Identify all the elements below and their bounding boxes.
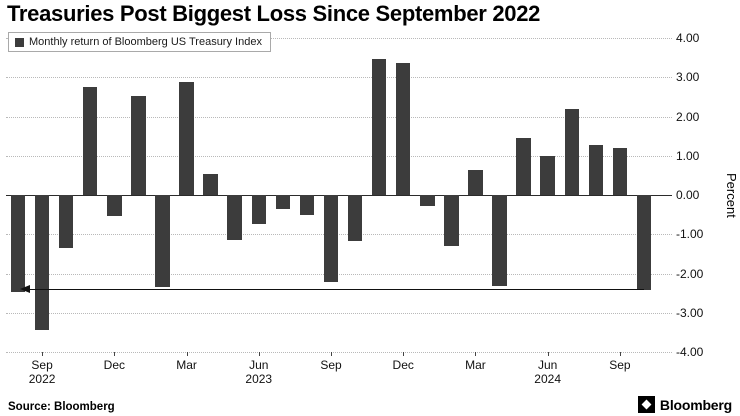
- x-year-label: 2024: [534, 372, 562, 386]
- x-tick-mark: [186, 352, 188, 356]
- x-year-label: 2023: [245, 372, 273, 386]
- gridline: [6, 234, 672, 236]
- plot-area: [6, 38, 672, 356]
- x-tick-mark: [114, 352, 116, 356]
- bar: [420, 195, 435, 206]
- gridline: [6, 352, 672, 353]
- x-tick-mark: [258, 352, 260, 356]
- chart-title: Treasuries Post Biggest Loss Since Septe…: [7, 1, 541, 26]
- y-tick-label: 1.00: [676, 148, 700, 163]
- x-tick-label: Dec: [392, 358, 414, 372]
- y-axis-title: Percent: [724, 172, 739, 218]
- y-tick-label: -2.00: [676, 266, 704, 281]
- trend-arrow-head-icon: [20, 284, 31, 293]
- x-year-label: 2022: [28, 372, 56, 386]
- y-axis: 4.00 3.00 2.00 1.00 0.00 -1.00 -2.00 -3.00 -4.00: [676, 31, 722, 359]
- y-tick-label: -1.00: [676, 227, 704, 242]
- gridline: [6, 273, 672, 275]
- bar: [371, 58, 387, 195]
- x-tick-label: Sep: [320, 358, 342, 372]
- bar: [347, 195, 363, 242]
- bar: [203, 173, 218, 195]
- bar: [540, 155, 555, 195]
- bar: [299, 195, 315, 216]
- bar: [10, 195, 26, 293]
- bar: [251, 195, 266, 225]
- bloomberg-diamond-icon: [641, 399, 652, 410]
- bar: [83, 87, 98, 195]
- zero-line: [6, 195, 672, 196]
- bar: [612, 147, 628, 195]
- x-tick-mark: [619, 352, 621, 356]
- bar: [468, 169, 483, 195]
- y-tick-label: 4.00: [676, 31, 700, 45]
- bar: [396, 62, 411, 195]
- y-tick-label: -3.00: [676, 305, 704, 320]
- gridline: [6, 77, 672, 79]
- y-tick-label: -4.00: [676, 345, 704, 359]
- bloomberg-logo: Bloomberg: [637, 396, 732, 413]
- gridline: [6, 312, 672, 314]
- x-tick-label: Sep: [31, 358, 53, 372]
- x-tick-mark: [331, 352, 332, 356]
- bar: [155, 195, 170, 287]
- source-label: Source: Bloomberg: [8, 401, 115, 413]
- y-tick-label: 2.00: [676, 109, 700, 124]
- legend-swatch-icon: [15, 37, 24, 47]
- x-tick-mark: [42, 352, 44, 356]
- bar: [492, 195, 507, 287]
- bar: [516, 137, 531, 195]
- x-tick-mark: [475, 352, 477, 356]
- bar: [444, 195, 459, 247]
- bar: [58, 195, 74, 249]
- x-tick-mark: [403, 352, 405, 356]
- bar: [275, 195, 291, 209]
- x-tick-label: Jun: [249, 358, 269, 372]
- x-axis: Sep 2022 Dec Mar Jun 2023 Sep Dec Mar Jun 2024 Sep: [6, 356, 656, 390]
- y-tick-label: 3.00: [676, 70, 700, 85]
- bar: [107, 195, 122, 216]
- bar: [564, 109, 579, 195]
- trend-arrow-line: [30, 288, 644, 290]
- bar: [34, 195, 50, 331]
- gridline: [6, 38, 672, 39]
- x-tick-label: Sep: [609, 358, 631, 372]
- x-tick-label: Mar: [176, 358, 197, 372]
- bloomberg-wordmark: Bloomberg: [659, 396, 732, 413]
- y-tick-label: 0.00: [676, 188, 700, 202]
- bar: [323, 195, 339, 282]
- bar: [227, 195, 242, 240]
- legend-label: Monthly return of Bloomberg US Treasury …: [29, 36, 262, 48]
- bar: [636, 195, 652, 290]
- x-tick-label: Dec: [103, 358, 125, 372]
- x-tick-mark: [547, 352, 549, 356]
- bar: [179, 81, 194, 195]
- bar: [588, 144, 604, 195]
- bar: [131, 96, 146, 195]
- bloomberg-logo-mark-icon: [637, 396, 655, 413]
- gridline: [6, 116, 672, 118]
- legend: Monthly return of Bloomberg US Treasury …: [8, 32, 271, 52]
- x-tick-label: Jun: [537, 358, 558, 372]
- x-tick-label: Mar: [465, 358, 486, 372]
- gridline: [6, 155, 672, 157]
